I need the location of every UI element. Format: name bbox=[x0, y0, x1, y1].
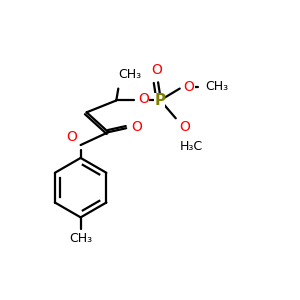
Text: O: O bbox=[180, 120, 190, 134]
Text: P: P bbox=[154, 93, 166, 108]
Text: H₃C: H₃C bbox=[180, 140, 203, 153]
Text: CH₃: CH₃ bbox=[69, 232, 92, 245]
Text: O: O bbox=[138, 92, 149, 106]
Text: O: O bbox=[66, 130, 77, 144]
Text: CH₃: CH₃ bbox=[206, 80, 229, 93]
Text: O: O bbox=[152, 63, 162, 77]
Text: CH₃: CH₃ bbox=[118, 68, 141, 81]
Text: O: O bbox=[184, 80, 195, 94]
Text: O: O bbox=[131, 120, 142, 134]
